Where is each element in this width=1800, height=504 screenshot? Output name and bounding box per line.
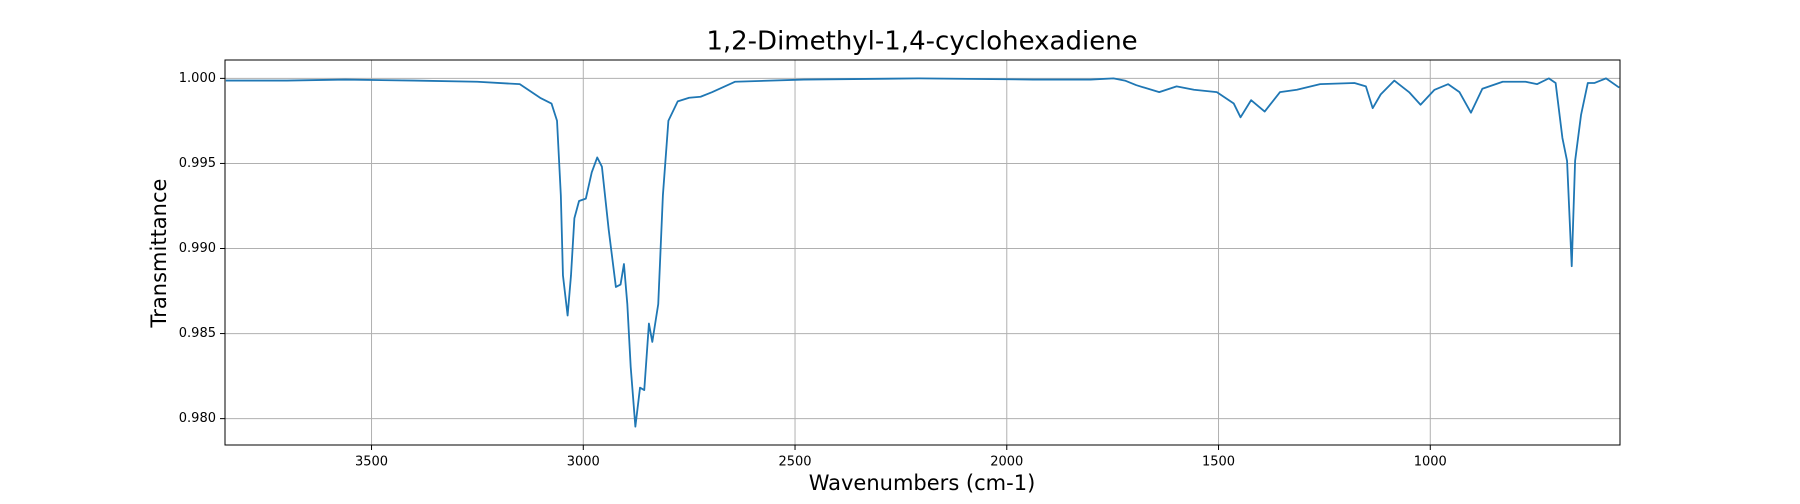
x-tick-label: 2500 bbox=[778, 455, 811, 470]
spectrum-line bbox=[225, 77, 1620, 428]
y-tick-label: 0.980 bbox=[179, 411, 216, 426]
x-tick-label: 2000 bbox=[990, 455, 1023, 470]
y-tick-label: 1.000 bbox=[179, 71, 216, 86]
x-tick-label: 1500 bbox=[1202, 455, 1235, 470]
x-axis-label: Wavenumbers (cm-1) bbox=[809, 471, 1036, 495]
x-tick-label: 1000 bbox=[1414, 455, 1447, 470]
plot-frame bbox=[224, 59, 1621, 446]
y-tick-label: 0.995 bbox=[179, 156, 216, 171]
y-axis-label: Transmittance bbox=[147, 179, 171, 329]
x-tick-label: 3000 bbox=[567, 455, 600, 470]
y-tick-label: 0.990 bbox=[179, 241, 216, 256]
chart-title: 1,2-Dimethyl-1,4-cyclohexadiene bbox=[706, 27, 1137, 57]
x-tick-label: 3500 bbox=[355, 455, 388, 470]
y-tick-label: 0.985 bbox=[179, 326, 216, 341]
